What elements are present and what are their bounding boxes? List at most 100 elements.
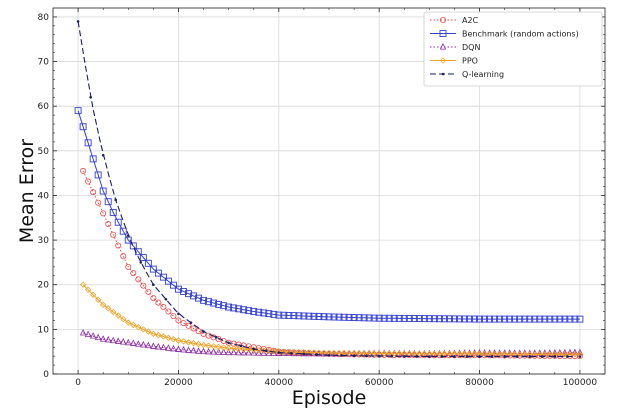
legend-entry: Benchmark (random actions) bbox=[430, 30, 579, 39]
data-point bbox=[490, 355, 494, 358]
data-point bbox=[160, 304, 167, 311]
x-tick-label: 20000 bbox=[164, 378, 193, 388]
data-point bbox=[125, 263, 132, 270]
data-point bbox=[315, 349, 323, 357]
data-point bbox=[290, 312, 298, 320]
data-point bbox=[295, 312, 303, 320]
data-point bbox=[365, 354, 368, 358]
series-layer bbox=[74, 20, 584, 360]
data-point bbox=[390, 354, 394, 358]
legend-label: A2C bbox=[462, 16, 479, 25]
data-point bbox=[200, 341, 207, 349]
data-point bbox=[305, 312, 313, 320]
data-point bbox=[94, 171, 102, 179]
data-point bbox=[435, 315, 443, 323]
data-point bbox=[280, 311, 288, 319]
legend-label: DQN bbox=[462, 43, 480, 52]
data-point bbox=[553, 355, 557, 358]
data-point bbox=[84, 286, 92, 293]
data-point bbox=[345, 350, 353, 357]
data-point bbox=[140, 282, 147, 289]
legend-marker bbox=[441, 72, 445, 76]
data-point bbox=[245, 307, 253, 315]
data-point bbox=[130, 270, 137, 277]
data-point bbox=[150, 342, 157, 349]
data-point bbox=[227, 341, 230, 345]
data-point bbox=[190, 325, 197, 332]
data-point bbox=[496, 315, 504, 323]
y-tick-label: 10 bbox=[38, 325, 50, 335]
data-point bbox=[420, 315, 428, 323]
series-line bbox=[77, 21, 575, 358]
data-point bbox=[536, 315, 544, 323]
data-point bbox=[377, 354, 381, 358]
data-point bbox=[126, 234, 130, 237]
data-point bbox=[95, 199, 102, 206]
data-point bbox=[210, 343, 217, 350]
y-tick-label: 80 bbox=[38, 13, 50, 23]
data-point bbox=[185, 322, 192, 329]
data-point bbox=[275, 348, 282, 355]
data-point bbox=[576, 348, 584, 356]
legend-marker bbox=[439, 30, 447, 37]
data-point bbox=[74, 107, 82, 115]
data-point bbox=[79, 123, 87, 131]
data-point bbox=[89, 332, 97, 339]
data-point bbox=[571, 351, 579, 358]
data-point bbox=[101, 153, 105, 157]
data-point bbox=[150, 295, 157, 302]
legend-box bbox=[423, 11, 603, 87]
data-point bbox=[180, 345, 187, 353]
data-point bbox=[240, 346, 247, 353]
data-point bbox=[466, 315, 473, 323]
data-point bbox=[195, 347, 202, 354]
x-tick-label: 0 bbox=[75, 378, 81, 388]
data-point bbox=[265, 310, 273, 318]
y-tick-label: 50 bbox=[38, 147, 50, 157]
data-point bbox=[175, 337, 182, 344]
data-point bbox=[215, 343, 222, 351]
data-point bbox=[120, 253, 127, 260]
legend-entry: DQN bbox=[430, 43, 480, 52]
data-point bbox=[165, 308, 172, 315]
data-point bbox=[515, 355, 519, 358]
data-point bbox=[302, 352, 306, 356]
data-point bbox=[129, 242, 137, 250]
data-point bbox=[275, 311, 283, 319]
data-point bbox=[139, 254, 147, 261]
data-point bbox=[110, 231, 117, 238]
data-point bbox=[109, 336, 117, 344]
data-point bbox=[260, 309, 268, 317]
data-point bbox=[235, 305, 243, 313]
data-point bbox=[144, 259, 152, 267]
data-point bbox=[290, 348, 298, 356]
data-point bbox=[85, 178, 92, 185]
data-point bbox=[205, 298, 213, 306]
data-point bbox=[556, 348, 564, 356]
data-point bbox=[190, 346, 197, 354]
data-point bbox=[486, 315, 494, 323]
data-point bbox=[135, 323, 142, 331]
data-point bbox=[350, 314, 358, 321]
data-point bbox=[556, 315, 564, 323]
data-point bbox=[526, 315, 534, 323]
data-point bbox=[305, 349, 313, 356]
data-point bbox=[491, 315, 499, 323]
data-point bbox=[76, 20, 80, 23]
y-tick-label: 0 bbox=[43, 370, 49, 380]
data-point bbox=[425, 315, 433, 323]
data-point bbox=[205, 332, 212, 339]
data-point bbox=[225, 348, 232, 356]
data-point bbox=[375, 314, 383, 322]
ticks: 0 10 20 30 40 50 60 70 80 0 20000 40000 60000 80000 10… bbox=[38, 8, 605, 388]
data-point bbox=[195, 294, 202, 302]
data-point bbox=[155, 299, 162, 306]
data-point bbox=[239, 344, 243, 348]
data-point bbox=[235, 345, 242, 352]
legend-marker bbox=[439, 16, 446, 23]
data-point bbox=[84, 139, 92, 147]
data-point bbox=[245, 348, 252, 356]
data-point bbox=[109, 208, 117, 216]
data-point bbox=[145, 328, 152, 335]
data-point bbox=[476, 315, 483, 323]
